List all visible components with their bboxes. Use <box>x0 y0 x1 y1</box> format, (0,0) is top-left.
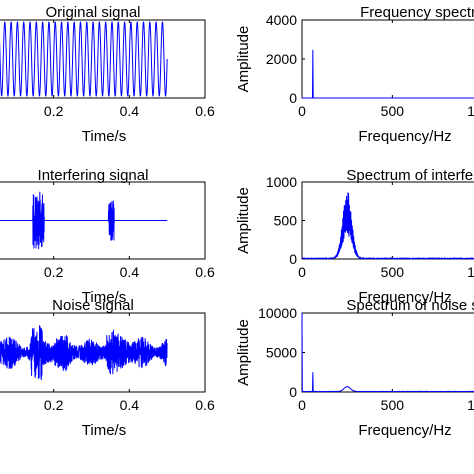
x-tick-label: 0.6 <box>195 103 215 119</box>
x-tick-label: 0.4 <box>120 264 140 280</box>
x-axis-label: Frequency/Hz <box>358 128 451 145</box>
x-tick-label: 0.2 <box>44 264 64 280</box>
x-tick-label: 0.2 <box>44 103 64 119</box>
y-tick-label: 0 <box>289 251 297 267</box>
y-tick-label: 2000 <box>266 51 297 67</box>
x-axis-label: Frequency/Hz <box>358 422 451 439</box>
chart-title: Spectrum of noise signal <box>346 297 474 314</box>
interfering-signal-panel: Interfering signal Time/s 0.2 0.4 0.6 <box>0 167 215 306</box>
x-tick-label: 1000 <box>467 103 474 119</box>
x-tick-label: 0.6 <box>195 397 215 413</box>
original-signal-panel: Original signal Time/s 0.2 0.4 0.6 <box>0 4 215 145</box>
x-tick-label: 0 <box>298 397 306 413</box>
x-axis-label: Time/s <box>82 422 126 439</box>
series-line <box>301 312 474 393</box>
x-tick-label: 500 <box>381 103 405 119</box>
chart-title: Noise signal <box>52 297 134 314</box>
axes-frame <box>301 181 474 260</box>
chart-title: Frequency spectrum <box>360 4 474 21</box>
y-tick-label: 0 <box>289 90 297 106</box>
x-tick-label: 1000 <box>467 264 474 280</box>
chart-title: Spectrum of interference <box>346 167 474 184</box>
x-tick-label: 0 <box>298 103 306 119</box>
x-tick-label: 500 <box>381 397 405 413</box>
y-tick-label: 500 <box>274 213 298 229</box>
frequency-spectrum-panel: Frequency spectrum Frequency/Hz Amplitude 0… <box>235 4 474 145</box>
spectrum-of-interference-panel: Spectrum of interference Frequency/Hz Ampl… <box>235 167 474 306</box>
y-tick-label: 0 <box>289 384 297 400</box>
chart-title: Interfering signal <box>38 167 149 184</box>
x-tick-label: 0.4 <box>120 397 140 413</box>
y-axis-label: Amplitude <box>235 319 252 386</box>
x-tick-label: 500 <box>381 264 405 280</box>
series-line <box>0 325 168 380</box>
axes-frame <box>0 181 206 260</box>
x-tick-label: 0 <box>298 264 306 280</box>
axes-frame <box>301 312 474 393</box>
y-axis-label: Amplitude <box>235 187 252 254</box>
series-line <box>0 191 168 250</box>
x-tick-label: 1000 <box>467 397 474 413</box>
y-tick-label: 10000 <box>258 305 297 321</box>
y-tick-label: 1000 <box>266 174 297 190</box>
noise-signal-panel: Noise signal Time/s 0.2 0.4 0.6 <box>0 297 215 439</box>
x-axis-label: Frequency/Hz <box>358 289 451 306</box>
y-axis-label: Amplitude <box>235 26 252 93</box>
series-line <box>302 49 474 99</box>
x-tick-label: 0.2 <box>44 397 64 413</box>
spectrum-of-noise-signal-panel: Spectrum of noise signal Frequency/Hz Ampl… <box>235 297 474 439</box>
x-axis-label: Time/s <box>82 128 126 145</box>
series-line <box>0 21 168 97</box>
x-axis-label: Time/s <box>82 289 126 306</box>
x-tick-label: 0.4 <box>120 103 140 119</box>
series-line <box>301 192 474 260</box>
y-tick-label: 5000 <box>266 345 297 361</box>
axes-frame <box>0 312 206 393</box>
x-tick-label: 0.6 <box>195 264 215 280</box>
chart-title: Original signal <box>45 4 140 21</box>
axes-frame <box>301 19 474 99</box>
y-tick-label: 4000 <box>266 12 297 28</box>
axes-frame <box>0 19 206 99</box>
